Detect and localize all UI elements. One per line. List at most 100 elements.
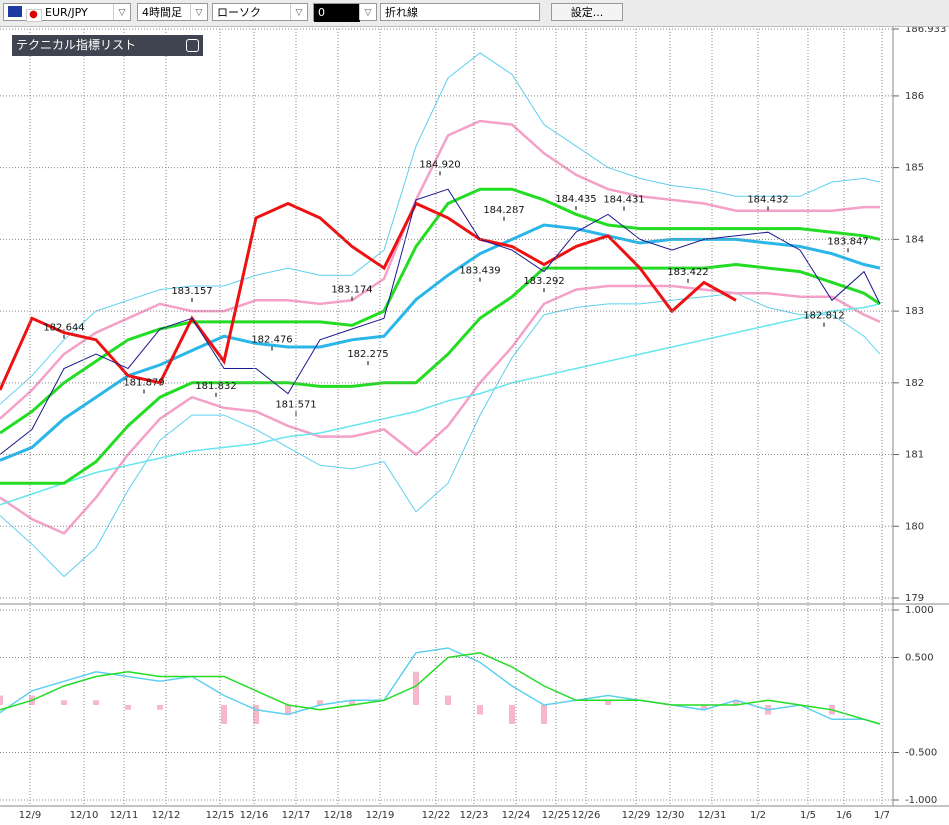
- x-tick-label: 12/29: [622, 810, 651, 821]
- y-tick-label: 184: [905, 234, 924, 245]
- histogram-bar: [253, 705, 259, 724]
- y-tick-label: 1.000: [905, 605, 934, 616]
- series-line: [0, 647, 881, 725]
- x-tick-label: 12/12: [152, 810, 181, 821]
- dropdown[interactable]: ▽: [190, 4, 207, 20]
- series-line: [0, 201, 737, 391]
- histogram-bar: [221, 705, 227, 724]
- annotation: 184.435: [555, 194, 596, 205]
- y-tick-label: 182: [905, 378, 924, 389]
- x-tick-label: 1/2: [750, 810, 766, 821]
- y-tick-label: 181: [905, 450, 924, 461]
- symbol: EUR/JPY: [45, 6, 88, 19]
- x-tick-label: 12/26: [572, 810, 601, 821]
- y-tick-label: -0.500: [905, 748, 937, 759]
- y-tick-label: 183: [905, 306, 924, 317]
- y-tick-label: 179: [905, 593, 924, 604]
- counter-select[interactable]: 0 ▽: [313, 3, 377, 22]
- histogram-bar: [829, 705, 835, 715]
- dropdown[interactable]: ▽: [113, 4, 130, 20]
- mode-select[interactable]: 折れ線: [380, 3, 540, 21]
- annotation: 183.847: [827, 236, 868, 247]
- y-tick-label: -1.000: [905, 795, 937, 806]
- series-line: [0, 187, 881, 435]
- x-tick-label: 1/6: [836, 810, 852, 821]
- x-tick-label: 1/7: [874, 810, 890, 821]
- annotation: 183.422: [667, 267, 708, 278]
- annotation: 182.812: [803, 311, 844, 322]
- series-line: [0, 303, 881, 506]
- y-tick-label: 0.500: [905, 653, 934, 664]
- annotation: 181.832: [195, 381, 236, 392]
- series-line: [0, 262, 881, 485]
- dropdown[interactable]: ▽: [290, 4, 307, 20]
- histogram-bar: [349, 700, 355, 705]
- histogram-bar: [29, 695, 35, 705]
- settings-button[interactable]: 設定...: [551, 3, 623, 21]
- histogram-bar: [509, 705, 515, 724]
- x-tick-label: 12/16: [240, 810, 269, 821]
- x-tick-label: 12/31: [698, 810, 727, 821]
- histogram-bar: [285, 705, 291, 715]
- histogram-bar: [477, 705, 483, 715]
- style: ローソク: [217, 6, 261, 19]
- x-tick-label: 12/30: [656, 810, 685, 821]
- histogram-bar: [733, 700, 739, 705]
- series-line: [0, 119, 880, 420]
- annotation: 182.275: [347, 349, 388, 360]
- histogram-bar: [413, 671, 419, 705]
- annotation: 184.287: [483, 205, 524, 216]
- x-tick-label: 12/9: [19, 810, 41, 821]
- annotation: 184.431: [603, 194, 644, 205]
- annotation: 182.476: [251, 335, 292, 346]
- toolbar: ● EUR/JPY ▽ 4時間足 ▽ ローソク ▽ 0 ▽ 折れ線 設定...: [0, 0, 949, 27]
- x-tick-label: 12/19: [366, 810, 395, 821]
- symbol-select[interactable]: ● EUR/JPY ▽: [3, 3, 131, 22]
- series-line: [0, 223, 881, 462]
- histogram-bar: [317, 700, 323, 705]
- x-tick-label: 12/23: [460, 810, 489, 821]
- series-line: [0, 652, 881, 725]
- x-tick-label: 12/10: [70, 810, 99, 821]
- dropdown[interactable]: ▽: [359, 4, 376, 20]
- histogram-bar: [0, 695, 3, 705]
- x-tick-label: 12/11: [110, 810, 139, 821]
- series-line: [0, 52, 881, 405]
- histogram-bar: [765, 705, 771, 715]
- histogram-bar: [541, 705, 547, 724]
- annotation: 183.157: [171, 286, 212, 297]
- jp-flag: ●: [25, 9, 42, 22]
- panel-button[interactable]: [186, 39, 199, 52]
- histogram-bar: [605, 700, 611, 705]
- settings: 設定...: [570, 6, 604, 19]
- panel-title: テクニカル指標リスト: [16, 38, 137, 52]
- annotation: 184.920: [419, 159, 460, 170]
- x-tick-label: 12/15: [206, 810, 235, 821]
- annotation: 183.292: [523, 276, 564, 287]
- eu-flag: [8, 6, 22, 17]
- style-select[interactable]: ローソク ▽: [212, 3, 308, 21]
- y-tick-label: 185: [905, 163, 924, 174]
- annotation: 181.879: [123, 378, 164, 389]
- histogram-bar: [61, 700, 67, 705]
- plot-area: 182.644 183.157 181.879 181.832 182.476 181.5…: [0, 52, 881, 725]
- annotation: 183.439: [459, 266, 500, 277]
- x-tick-label: 12/22: [422, 810, 451, 821]
- y-tick-label: 186: [905, 91, 924, 102]
- period-select[interactable]: 4時間足 ▽: [137, 3, 208, 21]
- histogram-bar: [125, 705, 131, 710]
- period: 4時間足: [142, 6, 182, 19]
- x-tick-label: 12/18: [324, 810, 353, 821]
- annotation: 182.644: [43, 323, 84, 334]
- histogram-bar: [157, 705, 163, 710]
- x-tick-label: 12/25: [542, 810, 571, 821]
- histogram-bar: [701, 705, 707, 710]
- x-tick-label: 12/17: [282, 810, 311, 821]
- series-line: [0, 284, 881, 535]
- histogram-bar: [445, 695, 451, 705]
- histogram-bar: [93, 700, 99, 705]
- x-tick-label: 12/24: [502, 810, 531, 821]
- indicator-panel[interactable]: テクニカル指標リスト: [12, 35, 203, 56]
